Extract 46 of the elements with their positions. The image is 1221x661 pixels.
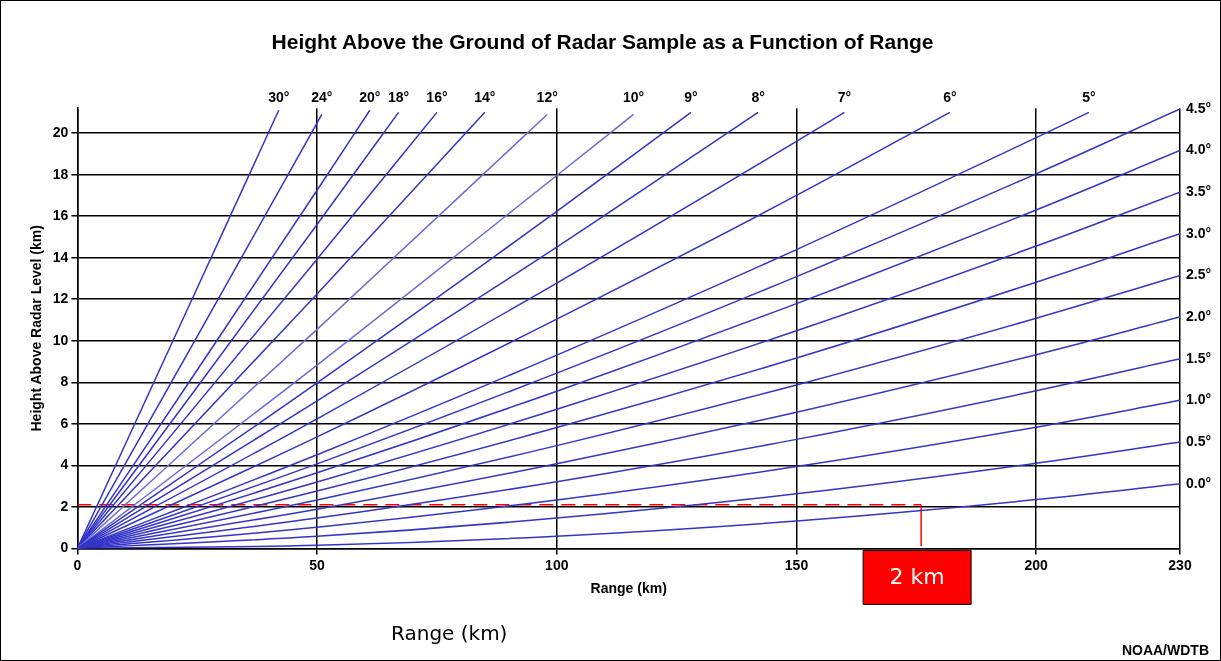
series-label: 4.5° xyxy=(1186,99,1212,116)
x-tick-label: 50 xyxy=(309,556,326,573)
y-tick-label: 2 xyxy=(60,497,69,514)
series-label: 3.5° xyxy=(1186,182,1212,199)
text: Range (km) xyxy=(391,621,508,646)
series-label: 8° xyxy=(751,89,765,106)
series-label: 24° xyxy=(311,89,333,106)
y-tick-label: 8 xyxy=(60,373,69,390)
text: NOAA/WDTB xyxy=(1121,641,1209,658)
y-tick-label: 16 xyxy=(52,207,69,224)
x-tick-label: 0 xyxy=(73,556,82,573)
y-axis-title: Height Above Radar Level (km) xyxy=(28,225,45,432)
y-tick-label: 0 xyxy=(60,539,69,556)
series-label: 10° xyxy=(622,89,645,106)
y-tick-label: 18 xyxy=(52,165,69,182)
series-label: 4.0° xyxy=(1186,141,1212,158)
annotation: 2 km xyxy=(889,564,945,590)
series-label: 12° xyxy=(536,89,558,106)
x-axis-title: Range (km) xyxy=(590,580,667,597)
y-tick-label: 10 xyxy=(52,331,69,348)
series-label: 2.5° xyxy=(1186,266,1212,283)
x-tick-label: 200 xyxy=(1024,556,1049,573)
series-label: 2.0° xyxy=(1186,307,1212,324)
series-label: 6° xyxy=(943,89,957,106)
series-label: 3.0° xyxy=(1186,224,1212,241)
series-label: 20° xyxy=(359,89,381,106)
y-tick-label: 20 xyxy=(52,123,69,140)
series-label: 0.5° xyxy=(1186,432,1212,449)
series-label: 16° xyxy=(426,89,448,106)
y-tick-label: 12 xyxy=(52,290,69,307)
chart-title: Height Above the Ground of Radar Sample as a Function of Range xyxy=(271,30,934,54)
y-tick-label: 4 xyxy=(60,456,69,473)
series-label: 5° xyxy=(1082,89,1096,106)
series-label: 7° xyxy=(837,89,852,106)
x-tick-label: 150 xyxy=(784,556,809,573)
series-label: 1.5° xyxy=(1186,349,1212,366)
x-tick-label: 230 xyxy=(1168,556,1192,573)
y-tick-label: 6 xyxy=(60,414,69,431)
series-label: 18° xyxy=(387,89,410,106)
series-label: 1.0° xyxy=(1186,391,1212,408)
series-label: 14° xyxy=(474,89,496,106)
x-tick-label: 100 xyxy=(545,556,569,573)
series-label: 30° xyxy=(268,89,290,106)
y-tick-label: 14 xyxy=(52,248,69,265)
series-label: 0.0° xyxy=(1186,474,1212,491)
series-label: 9° xyxy=(684,89,698,106)
